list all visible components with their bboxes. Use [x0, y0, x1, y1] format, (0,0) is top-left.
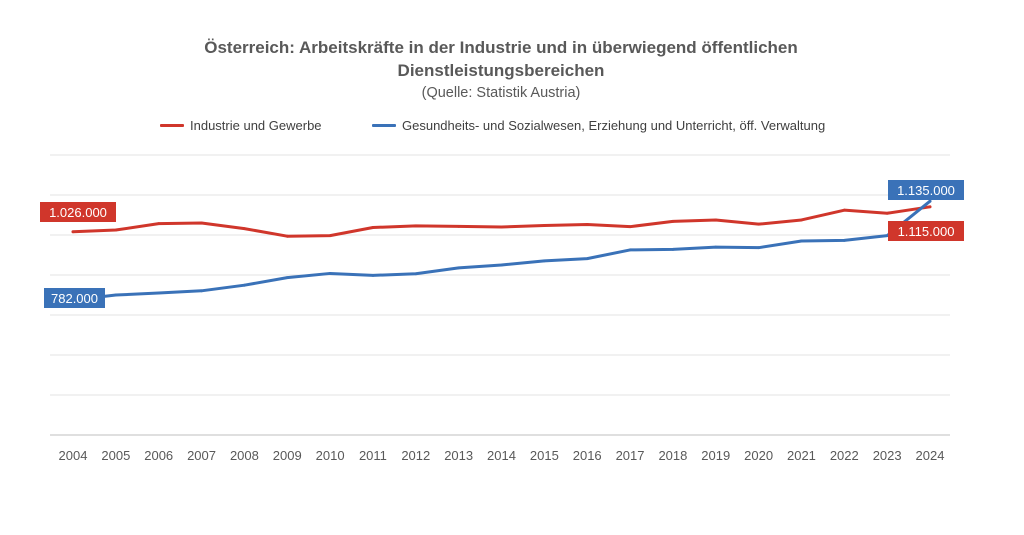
data-label-gesundheit-2004: 782.000 — [51, 291, 98, 306]
data-point-1 — [500, 263, 503, 267]
data-point-0 — [542, 224, 546, 227]
series-line-0 — [71, 205, 932, 238]
data-point-1 — [671, 247, 675, 251]
x-tick-label: 2023 — [873, 448, 902, 463]
data-point-1 — [414, 272, 418, 276]
x-tick-label: 2010 — [316, 448, 345, 463]
data-point-1 — [714, 245, 718, 249]
data-point-1 — [457, 266, 461, 270]
x-tick-label: 2024 — [916, 448, 945, 463]
chart-title: Österreich: Arbeitskräfte in der Industr… — [0, 36, 1002, 82]
data-point-0 — [457, 225, 461, 228]
x-tick-label: 2020 — [744, 448, 773, 463]
data-point-0 — [243, 227, 246, 231]
x-tick-label: 2018 — [658, 448, 687, 463]
x-tick-label: 2006 — [144, 448, 173, 463]
data-point-0 — [71, 230, 75, 234]
data-point-1 — [585, 257, 589, 260]
x-tick-label: 2022 — [830, 448, 859, 463]
data-point-0 — [285, 234, 289, 238]
data-point-0 — [628, 225, 632, 229]
legend-item-gesundheit: Gesundheits- und Sozialwesen, Erziehung … — [372, 118, 825, 133]
data-point-0 — [842, 208, 846, 212]
data-point-1 — [928, 199, 932, 203]
data-point-1 — [243, 283, 246, 287]
x-tick-label: 2011 — [359, 448, 387, 463]
data-point-0 — [585, 223, 589, 226]
data-point-1 — [885, 234, 889, 238]
data-label-industrie-2004-box — [40, 202, 116, 222]
data-point-1 — [157, 291, 161, 295]
x-tick-label: 2008 — [230, 448, 259, 463]
x-tick-label: 2005 — [101, 448, 130, 463]
legend-swatch-gesundheit — [372, 124, 396, 127]
data-point-0 — [200, 221, 203, 225]
data-label-gesundheit-2024-box — [888, 180, 964, 200]
data-point-1 — [285, 276, 289, 280]
x-tick-label: 2015 — [530, 448, 559, 463]
x-tick-label: 2014 — [487, 448, 516, 463]
x-tick-label: 2004 — [59, 448, 88, 463]
data-point-1 — [628, 248, 632, 252]
x-tick-label: 2012 — [401, 448, 430, 463]
data-label-gesundheit-2024: 1.135.000 — [897, 183, 955, 198]
data-point-0 — [157, 222, 161, 226]
data-point-1 — [328, 272, 332, 275]
legend: Industrie und Gewerbe Gesundheits- und S… — [0, 118, 1002, 138]
legend-swatch-industrie — [160, 124, 184, 127]
x-tick-label: 2013 — [444, 448, 473, 463]
data-label-industrie-2004: 1.026.000 — [49, 205, 107, 220]
data-point-1 — [542, 259, 546, 263]
data-point-0 — [328, 234, 332, 238]
data-point-0 — [885, 211, 889, 215]
data-point-0 — [671, 219, 675, 223]
chart-title-line-2: Dienstleistungsbereichen — [397, 61, 605, 80]
chart-title-line-1: Österreich: Arbeitskräfte in der Industr… — [204, 38, 798, 57]
x-tick-label: 2009 — [273, 448, 302, 463]
data-point-0 — [714, 218, 718, 222]
data-label-gesundheit-2004-box — [44, 288, 105, 308]
data-point-1 — [114, 293, 118, 297]
x-tick-label: 2007 — [187, 448, 216, 463]
x-tick-label: 2019 — [701, 448, 730, 463]
data-point-1 — [371, 274, 375, 277]
legend-label-industrie: Industrie und Gewerbe — [190, 118, 322, 133]
series-line-1 — [71, 199, 932, 302]
data-point-0 — [414, 224, 418, 228]
x-tick-label: 2021 — [787, 448, 816, 463]
data-point-0 — [928, 205, 932, 209]
legend-item-industrie: Industrie und Gewerbe — [160, 118, 322, 133]
x-tick-label: 2017 — [616, 448, 645, 463]
legend-label-gesundheit: Gesundheits- und Sozialwesen, Erziehung … — [402, 118, 826, 133]
data-point-1 — [200, 289, 203, 293]
data-point-0 — [500, 225, 503, 229]
data-point-0 — [757, 222, 760, 226]
chart-subtitle: (Quelle: Statistik Austria) — [421, 85, 581, 101]
data-point-0 — [114, 228, 118, 232]
data-point-1 — [757, 246, 760, 250]
data-point-0 — [800, 218, 803, 222]
data-point-1 — [800, 239, 803, 243]
x-tick-label: 2016 — [573, 448, 602, 463]
data-label-industrie-2024: 1.115.000 — [898, 224, 955, 239]
data-point-1 — [842, 239, 846, 242]
data-point-0 — [371, 226, 375, 229]
data-label-industrie-2024-box — [888, 221, 964, 241]
